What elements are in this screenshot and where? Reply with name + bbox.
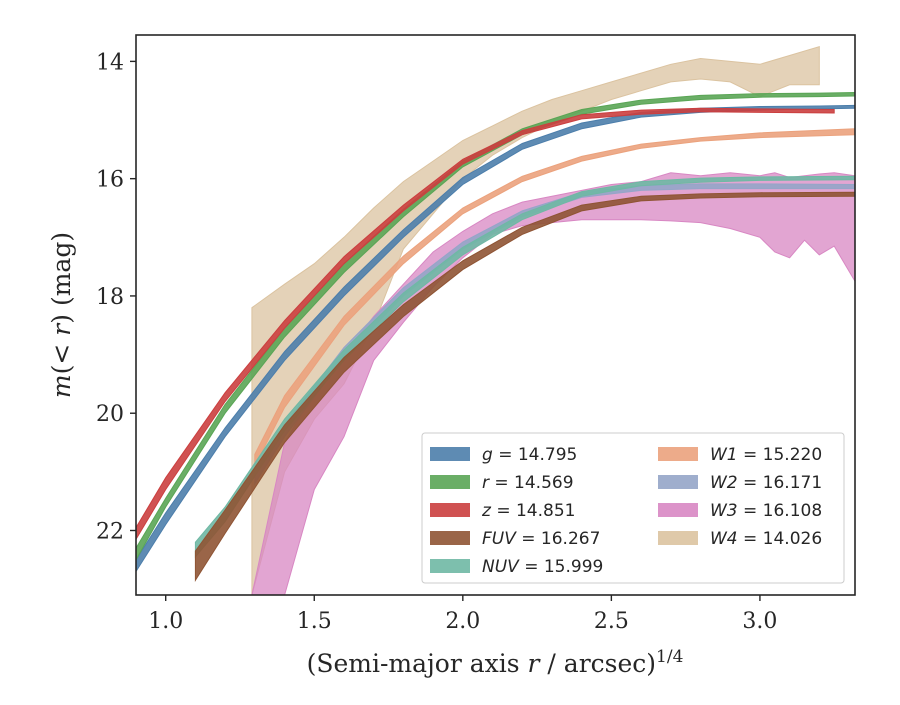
y-tick-label: 16 xyxy=(96,168,124,193)
legend-item-w2: W2 = 16.171 xyxy=(658,473,822,493)
legend-items: g = 14.795 r = 14.569 z = 14.851 FUV = 16.2… xyxy=(430,445,822,577)
x-tick-label: 2.5 xyxy=(594,609,629,634)
y-tick-label: 18 xyxy=(96,285,124,310)
legend-item-w3: W3 = 16.108 xyxy=(658,501,822,521)
x-axis-label: (Semi-major axis r / arcsec)1/4 xyxy=(307,647,684,678)
y-tick-label: 22 xyxy=(96,519,124,544)
series-band-z xyxy=(136,107,835,541)
legend-item-w4: W4 = 14.026 xyxy=(658,529,822,549)
legend: g = 14.795 r = 14.569 z = 14.851 FUV = 16.2… xyxy=(421,432,845,584)
y-tick-label: 20 xyxy=(96,402,124,427)
y-axis: 14 16 18 20 22 xyxy=(96,50,136,544)
legend-item-z: z = 14.851 xyxy=(430,501,575,521)
legend-swatch xyxy=(430,531,470,545)
legend-label: r = 14.569 xyxy=(482,473,574,493)
legend-swatch xyxy=(430,503,470,517)
legend-swatch xyxy=(430,475,470,489)
y-axis-label: m(< r) (mag) xyxy=(47,232,76,398)
x-tick-label: 3.0 xyxy=(742,609,777,634)
legend-swatch xyxy=(430,559,470,573)
x-tick-label: 1.0 xyxy=(148,609,183,634)
plot-frame xyxy=(135,34,856,596)
legend-label: FUV = 16.267 xyxy=(482,529,600,549)
legend-item-w1: W1 = 15.220 xyxy=(658,445,822,465)
bands-layer xyxy=(136,46,855,595)
legend-label: W4 = 14.026 xyxy=(710,529,822,549)
legend-swatch xyxy=(658,503,698,517)
series-band-w4 xyxy=(251,46,820,595)
legend-swatch xyxy=(658,475,698,489)
legend-label: W1 = 15.220 xyxy=(710,445,822,465)
legend-label: g = 14.795 xyxy=(482,445,577,465)
x-tick-label: 1.5 xyxy=(297,609,332,634)
series-band-fuv xyxy=(194,191,855,583)
legend-frame xyxy=(421,432,845,584)
legend-label: W2 = 16.171 xyxy=(710,473,822,493)
legend-label: z = 14.851 xyxy=(481,501,575,521)
legend-swatch xyxy=(658,447,698,461)
x-tick-label: 2.0 xyxy=(445,609,480,634)
x-axis: 1.0 1.5 2.0 2.5 3.0 xyxy=(148,595,777,634)
legend-item-fuv: FUV = 16.267 xyxy=(430,529,600,549)
legend-item-r: r = 14.569 xyxy=(430,473,574,493)
legend-label: W3 = 16.108 xyxy=(710,501,822,521)
y-tick-label: 14 xyxy=(96,50,124,75)
legend-item-g: g = 14.795 xyxy=(430,445,577,465)
legend-item-nuv: NUV = 15.999 xyxy=(430,557,603,577)
legend-label: NUV = 15.999 xyxy=(482,557,603,577)
legend-swatch xyxy=(658,531,698,545)
legend-swatch xyxy=(430,447,470,461)
series-band-w1 xyxy=(254,128,855,467)
series-band-g xyxy=(136,104,855,573)
